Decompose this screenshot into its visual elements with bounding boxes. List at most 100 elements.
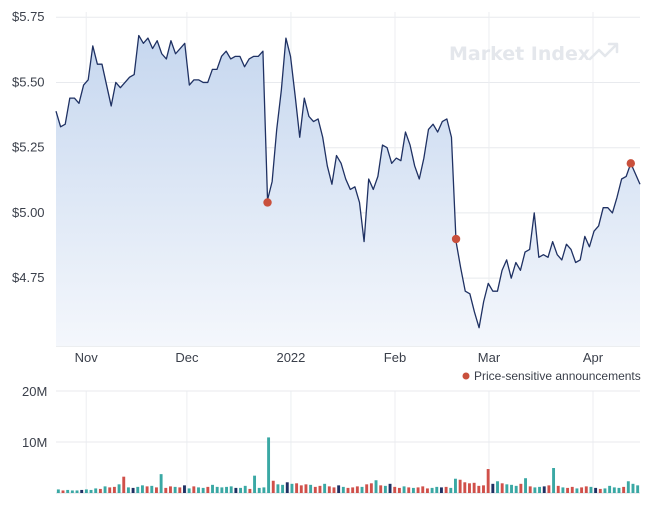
volume-bar	[220, 487, 224, 493]
volume-bar	[514, 485, 518, 493]
volume-bar	[332, 487, 336, 493]
price-y-tick-label: $5.75	[12, 9, 45, 24]
volume-bar	[225, 486, 228, 493]
volume-bar	[542, 486, 546, 493]
volume-bar	[397, 487, 401, 493]
volume-bar	[379, 485, 383, 493]
volume-bar	[299, 485, 303, 493]
volume-bar	[454, 478, 457, 493]
volume-bar	[178, 487, 182, 493]
volume-bar	[603, 488, 607, 493]
volume-bar	[411, 487, 415, 493]
volume-bar	[211, 484, 214, 493]
price-area	[56, 35, 640, 346]
volume-bar	[290, 483, 294, 493]
volume-bar	[341, 486, 345, 493]
price-y-tick-label: $5.25	[12, 140, 45, 155]
legend-label: Price-sensitive announcements	[474, 369, 641, 383]
volume-bar	[584, 486, 588, 493]
volume-bar	[295, 483, 299, 493]
volume-bar	[267, 437, 271, 493]
price-x-axis: Nov Dec 2022 Feb Mar Apr	[75, 350, 604, 365]
volume-bar	[89, 489, 93, 493]
volume-bar	[430, 487, 434, 493]
announcement-marker[interactable]	[451, 234, 461, 244]
volume-bar	[229, 486, 233, 493]
volume-bar	[482, 485, 485, 493]
volume-bar	[351, 487, 355, 493]
volume-bar	[524, 478, 527, 493]
trend-arrow-icon	[588, 42, 619, 61]
volume-bar	[131, 487, 135, 493]
volume-bar	[547, 485, 551, 493]
volume-bar	[192, 486, 196, 493]
price-y-axis: $5.75 $5.50 $5.25 $5.00 $4.75	[12, 9, 45, 285]
volume-bar	[313, 486, 317, 493]
volume-bar	[383, 485, 387, 493]
price-x-tick-label: Mar	[478, 350, 501, 365]
volume-bar	[425, 488, 429, 493]
volume-bar	[346, 487, 350, 493]
volume-bar	[360, 486, 364, 493]
volume-bar	[70, 490, 74, 493]
price-x-tick-label: Dec	[175, 350, 199, 365]
volume-bar	[262, 487, 266, 493]
volume-bar	[80, 489, 84, 493]
volume-bar	[486, 469, 490, 493]
volume-bar	[126, 487, 130, 493]
volume-bar	[75, 490, 79, 493]
volume-bar	[468, 483, 471, 493]
volume-bar	[318, 485, 322, 493]
price-x-tick-label: Feb	[384, 350, 406, 365]
volume-bar	[281, 484, 285, 493]
volume-bar	[323, 483, 327, 493]
volume-bar	[257, 487, 261, 493]
price-x-tick-label: 2022	[276, 350, 305, 365]
volume-bar	[215, 486, 219, 493]
volume-bar	[66, 489, 70, 493]
volume-bar	[285, 482, 289, 493]
volume-bar	[491, 483, 495, 493]
volume-bar	[61, 490, 65, 493]
announcement-markers	[263, 159, 636, 244]
volume-bar	[355, 486, 359, 493]
volume-bar	[575, 488, 579, 493]
legend-marker-icon	[462, 372, 470, 380]
volume-y-tick-label: 10M	[22, 435, 47, 450]
price-y-tick-label: $5.00	[12, 205, 45, 220]
volume-bar	[155, 487, 158, 493]
volume-bar	[631, 483, 635, 493]
announcement-marker[interactable]	[263, 198, 272, 207]
volume-bar	[519, 483, 523, 493]
volume-bar	[271, 480, 275, 493]
price-y-tick-label: $4.75	[12, 270, 45, 285]
announcement-marker[interactable]	[626, 159, 636, 168]
volume-bar	[407, 487, 411, 493]
volume-bar	[421, 486, 425, 493]
volume-bar	[365, 484, 369, 493]
volume-bar	[136, 486, 140, 493]
volume-bar	[393, 486, 397, 493]
volume-bar	[108, 487, 112, 493]
volume-y-axis: 20M 10M	[22, 384, 47, 450]
volume-bar	[580, 487, 584, 493]
volume-bar	[197, 487, 200, 493]
volume-y-tick-label: 20M	[22, 384, 47, 399]
volume-bar	[622, 486, 626, 493]
volume-bar	[612, 487, 616, 493]
volume-bar	[173, 486, 177, 493]
volume-bar	[444, 486, 448, 493]
volume-bar	[505, 484, 509, 493]
volume-bar	[164, 487, 168, 493]
volume-bar	[626, 481, 630, 493]
volume-bar	[140, 485, 144, 493]
volume-bar	[570, 486, 574, 493]
price-x-tick-label: Nov	[75, 350, 99, 365]
volume-bar	[374, 480, 378, 493]
price-x-tick-label: Apr	[583, 350, 604, 365]
volume-bar	[533, 487, 537, 493]
volume-bar	[103, 486, 107, 493]
volume-bar	[463, 482, 467, 493]
volume-bar	[327, 486, 331, 493]
volume-bar	[566, 487, 570, 493]
